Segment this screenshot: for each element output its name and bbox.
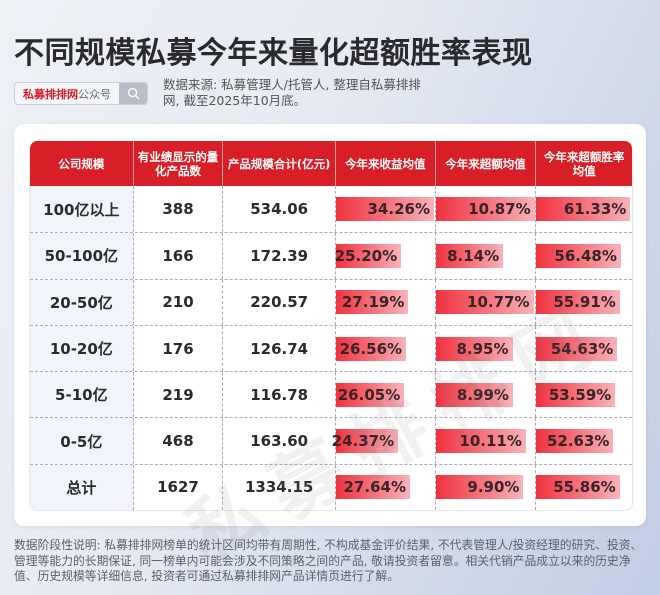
cell-count: 166 [134,233,224,279]
cell-return: 26.05% [335,372,436,418]
col-header-winrate: 今年来超额胜率均值 [543,149,625,178]
cell-winrate: 55.91% [536,280,632,325]
cell-excess: 8.99% [435,372,537,418]
search-suffix: 公众号 [78,87,111,101]
cell-scale: 5-10亿 [30,372,134,418]
table-row: 100亿以上 388 534.06 34.26% 10.87% 61.33% [30,186,632,233]
cell-winrate: 55.86% [536,465,632,510]
cell-winrate: 56.48% [536,233,632,278]
search-button[interactable] [119,83,147,104]
cell-count: 219 [134,372,224,418]
cell-excess: 8.95% [435,325,537,372]
table-card: 公司规模 有业绩显示的量化产品数 产品规模合计(亿元) 今年来收益均值 今年来超… [14,124,646,579]
cell-count: 388 [134,186,224,233]
table-row: 0-5亿 468 163.60 24.37% 10.11% 52.63% [30,417,632,464]
col-header-aum: 产品规模合计(亿元) [223,141,336,186]
cell-excess: 10.87% [435,186,537,233]
cell-aum: 220.57 [223,279,336,325]
table-header: 公司规模 有业绩显示的量化产品数 产品规模合计(亿元) 今年来收益均值 今年来超… [30,141,632,186]
cell-aum: 1334.15 [223,464,336,511]
cell-aum: 126.74 [223,325,336,372]
cell-return: 26.56% [335,325,436,372]
cell-excess: 9.90% [435,464,537,511]
cell-scale: 20-50亿 [30,279,134,325]
table-row: 总计 1627 1334.15 27.64% 9.90% 55.86% [30,463,632,511]
data-bar: 9.90% [435,475,524,500]
cell-count: 210 [134,279,224,325]
cell-winrate: 61.33% [536,186,632,232]
cell-excess: 10.77% [435,279,537,325]
data-bar: 34.26% [335,197,434,222]
data-table: 公司规模 有业绩显示的量化产品数 产品规模合计(亿元) 今年来收益均值 今年来超… [29,141,633,512]
cell-excess: 8.14% [435,233,537,279]
cell-scale: 总计 [30,464,134,511]
data-bar: 61.33% [536,197,631,222]
data-bar: 25.20% [335,243,402,268]
cell-aum: 534.06 [223,186,336,233]
data-bar: 8.99% [435,382,513,407]
data-bar: 27.64% [335,475,410,500]
col-header-excess: 今年来超额均值 [436,141,537,186]
data-bar: 10.87% [435,197,535,222]
disclaimer-footnote: 数据阶段性说明: 私募排排网榜单的统计区间均带有周期性, 不构成基金评价结果, … [14,538,643,583]
cell-return: 27.19% [335,279,436,325]
data-source-note: 数据来源: 私募管理人/托管人, 整理自私募排排网, 截至2025年10月底。 [163,77,421,108]
col-header-scale: 公司规模 [30,141,134,186]
data-bar: 53.59% [536,382,616,407]
search-box[interactable]: 私募排排网 公众号 [14,82,148,105]
cell-return: 24.37% [332,418,436,464]
cell-count: 176 [134,325,224,372]
data-bar: 8.14% [435,243,504,268]
cell-count: 468 [134,418,224,464]
table-row: 50-100亿 166 172.39 25.20% 8.14% 56.48% [30,232,632,279]
cell-return: 25.20% [335,233,436,279]
brand-name: 私募排排网 [23,87,78,101]
search-icon [127,87,139,100]
data-bar: 54.63% [536,336,618,361]
cell-scale: 0-5亿 [30,418,134,464]
table-body: 100亿以上 388 534.06 34.26% 10.87% 61.33% 50-100亿… [30,186,632,511]
col-header-return: 今年来收益均值 [336,141,436,186]
data-bar: 26.05% [335,382,405,407]
table-row: 20-50亿 210 220.57 27.19% 10.77% 55.91% [30,278,632,325]
data-bar: 56.48% [536,243,621,268]
data-bar: 55.86% [536,475,620,500]
cell-return: 27.64% [335,464,436,511]
data-bar: 26.56% [335,336,407,361]
cell-scale: 50-100亿 [30,233,134,279]
data-bar: 10.77% [435,290,534,315]
cell-scale: 100亿以上 [30,186,134,233]
data-bar: 27.19% [335,290,409,315]
table-row: 10-20亿 176 126.74 26.56% 8.95% 54.63% [30,324,632,372]
cell-return: 34.26% [335,186,436,233]
cell-winrate: 54.63% [536,326,632,371]
cell-scale: 10-20亿 [30,325,134,372]
data-bar: 24.37% [332,429,399,454]
cell-winrate: 53.59% [536,372,632,417]
page-title: 不同规模私募今年来量化超额胜率表现 [14,36,533,71]
data-bar: 52.63% [536,429,614,454]
data-bar: 10.11% [435,429,526,454]
cell-aum: 172.39 [223,233,336,279]
search-text[interactable]: 私募排排网 公众号 [15,83,119,104]
col-header-count: 有业绩显示的量化产品数 [134,141,224,186]
data-bar: 8.95% [435,336,513,361]
table-row: 5-10亿 219 116.78 26.05% 8.99% 53.59% [30,371,632,418]
cell-aum: 163.60 [223,418,336,464]
cell-excess: 10.11% [435,418,537,464]
cell-winrate: 52.63% [536,418,632,463]
cell-aum: 116.78 [223,372,336,418]
data-bar: 55.91% [536,290,620,315]
cell-count: 1627 [134,464,224,511]
